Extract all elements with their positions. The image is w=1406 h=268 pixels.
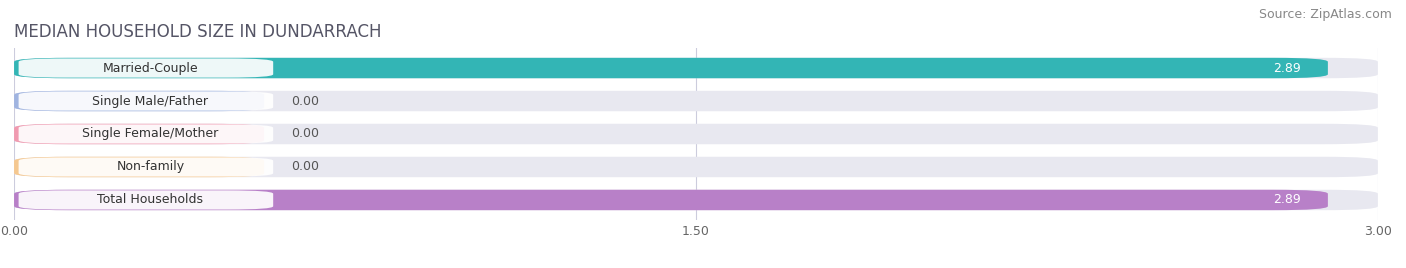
- FancyBboxPatch shape: [18, 58, 273, 78]
- Text: Single Female/Mother: Single Female/Mother: [83, 128, 218, 140]
- Text: MEDIAN HOUSEHOLD SIZE IN DUNDARRACH: MEDIAN HOUSEHOLD SIZE IN DUNDARRACH: [14, 23, 381, 41]
- Text: 0.00: 0.00: [291, 95, 319, 107]
- FancyBboxPatch shape: [14, 157, 264, 177]
- FancyBboxPatch shape: [14, 91, 1378, 111]
- Text: 2.89: 2.89: [1272, 62, 1301, 75]
- FancyBboxPatch shape: [14, 190, 1327, 210]
- FancyBboxPatch shape: [14, 58, 1327, 78]
- Text: Married-Couple: Married-Couple: [103, 62, 198, 75]
- Text: Non-family: Non-family: [117, 161, 184, 173]
- FancyBboxPatch shape: [14, 58, 1378, 78]
- Text: 0.00: 0.00: [291, 161, 319, 173]
- Text: Single Male/Father: Single Male/Father: [93, 95, 208, 107]
- FancyBboxPatch shape: [18, 124, 273, 144]
- FancyBboxPatch shape: [14, 124, 264, 144]
- Text: Source: ZipAtlas.com: Source: ZipAtlas.com: [1258, 8, 1392, 21]
- FancyBboxPatch shape: [14, 157, 1378, 177]
- FancyBboxPatch shape: [14, 91, 264, 111]
- Text: 0.00: 0.00: [291, 128, 319, 140]
- FancyBboxPatch shape: [18, 157, 273, 177]
- FancyBboxPatch shape: [18, 190, 273, 210]
- Text: Total Households: Total Households: [97, 193, 204, 206]
- Text: 2.89: 2.89: [1272, 193, 1301, 206]
- FancyBboxPatch shape: [14, 190, 1378, 210]
- FancyBboxPatch shape: [18, 91, 273, 111]
- FancyBboxPatch shape: [14, 124, 1378, 144]
